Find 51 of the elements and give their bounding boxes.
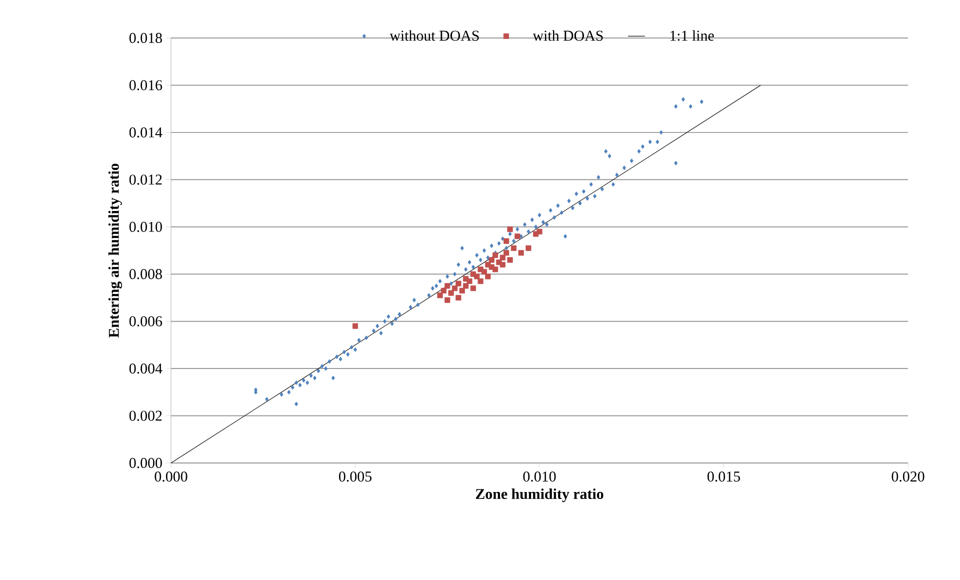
point [466, 278, 472, 284]
point [500, 254, 506, 260]
y-tick-label: 0.008 [129, 269, 162, 280]
y-tick-label: 0.006 [129, 316, 162, 326]
y-tick-label: 0.014 [129, 127, 162, 138]
x-axis-title: Zone humidity ratio [476, 488, 604, 502]
y-tick-label: 0.018 [129, 32, 162, 44]
y-tick-label: 0.012 [129, 174, 162, 185]
point [444, 283, 450, 289]
y-axis-title: Entering air humidity ratio [108, 164, 122, 338]
point [459, 288, 465, 294]
point [492, 266, 498, 272]
point [518, 250, 524, 256]
point [478, 278, 484, 284]
legend-label: with DOAS [532, 30, 603, 41]
point [507, 257, 513, 263]
point [470, 285, 476, 292]
point [485, 274, 491, 280]
point [488, 257, 494, 263]
point [463, 283, 469, 289]
x-tick-label: 0.015 [708, 472, 740, 482]
point [526, 245, 532, 251]
y-tick-label: 0.010 [129, 222, 162, 232]
point [452, 285, 458, 292]
point [352, 323, 358, 329]
legend-label: 1:1 line [670, 30, 714, 41]
point [444, 297, 450, 303]
point [514, 234, 520, 240]
point [492, 252, 498, 258]
x-tick-label: 0.000 [154, 472, 188, 482]
y-tick-label: 0.016 [129, 80, 162, 90]
y-tick-label: 0.002 [129, 410, 162, 421]
point [456, 294, 462, 301]
point [456, 280, 462, 286]
point [536, 228, 542, 234]
point [504, 250, 510, 256]
point [474, 274, 480, 280]
legend-label: without DOAS [390, 30, 479, 41]
x-tick-label: 0.005 [339, 472, 372, 482]
point [440, 288, 446, 294]
y-tick-label: 0.004 [129, 363, 162, 374]
point [507, 226, 513, 232]
y-tick-label: 0.000 [129, 458, 162, 468]
x-tick-label: 0.010 [523, 472, 556, 482]
point [437, 292, 443, 298]
point [448, 290, 454, 296]
point [500, 262, 506, 268]
x-tick-label: 0.020 [892, 472, 924, 482]
point [481, 268, 488, 275]
point [504, 238, 510, 244]
point [510, 245, 516, 251]
